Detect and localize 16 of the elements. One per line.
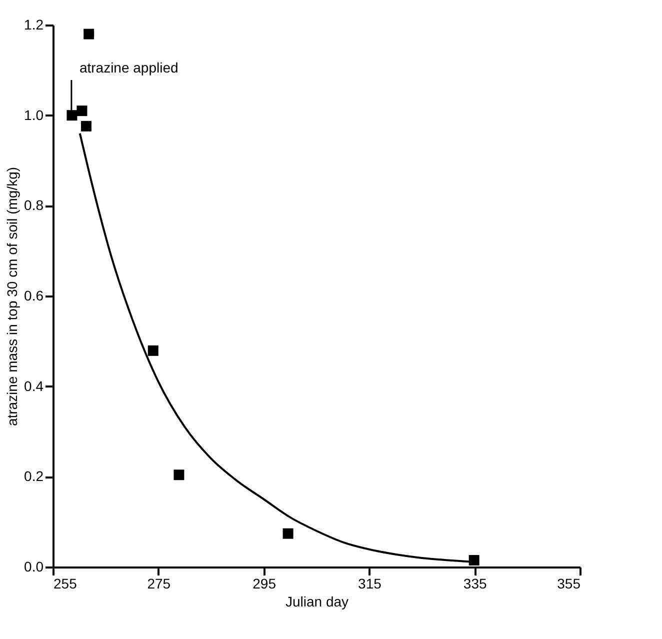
y-axis-title: atrazine mass in top 30 cm of soil (mg/kg) xyxy=(4,166,20,426)
x-axis-title: Julian day xyxy=(285,594,349,610)
x-tick-label: 315 xyxy=(358,576,382,592)
y-tick-label: 1.2 xyxy=(24,16,44,32)
y-tick-label: 1.0 xyxy=(24,106,44,123)
y-tick-label: 0.8 xyxy=(24,197,44,214)
y-tick-label: 0.0 xyxy=(24,558,44,574)
annotation: atrazine applied xyxy=(79,59,178,76)
x-tick-label: 275 xyxy=(147,576,171,592)
x-tick-label: 295 xyxy=(252,576,276,592)
y-tick-label: 0.2 xyxy=(24,468,44,484)
x-tick-label: 335 xyxy=(463,576,487,592)
y-tick-label: 0.6 xyxy=(24,288,44,304)
x-tick-label: 355 xyxy=(557,576,581,592)
x-tick-label: 255 xyxy=(54,576,78,592)
y-tick-label: 0.4 xyxy=(24,378,44,394)
